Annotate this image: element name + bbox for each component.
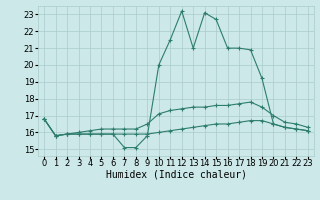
X-axis label: Humidex (Indice chaleur): Humidex (Indice chaleur) <box>106 169 246 179</box>
